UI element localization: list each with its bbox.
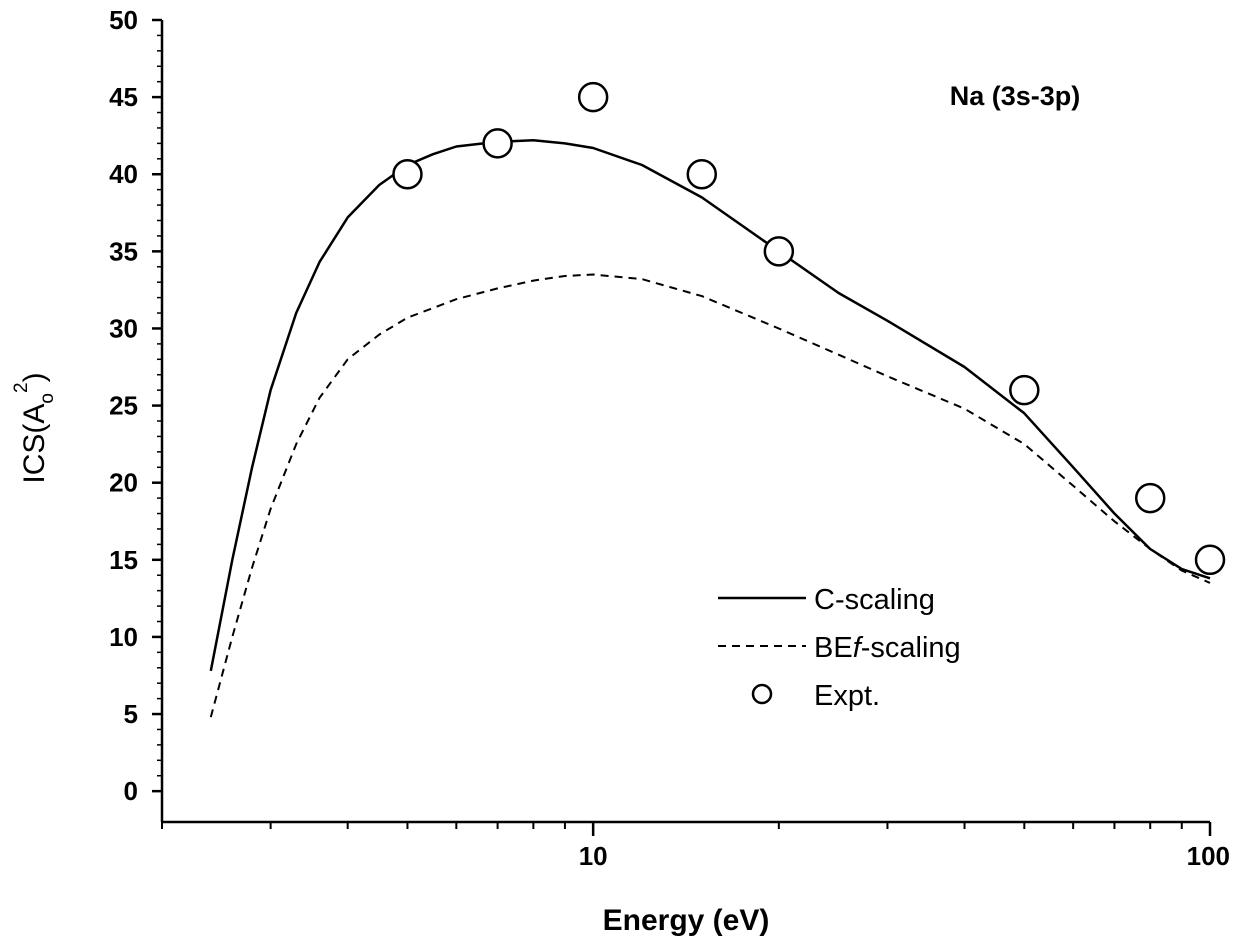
y-tick-label: 15 — [109, 545, 138, 575]
legend-label-bef-italic: f — [853, 632, 864, 664]
series-line-c-scaling — [209, 139, 1211, 672]
expt-point — [763, 236, 795, 267]
y-tick-label: 40 — [109, 159, 138, 189]
expt-point — [577, 81, 609, 113]
y-tick-label: 50 — [109, 5, 138, 35]
x-ticks: 10 100 — [161, 822, 1230, 871]
legend-marker-expt — [751, 683, 773, 705]
panel-label: Na (3s-3p) — [950, 81, 1081, 111]
x-tick-label: 10 — [579, 841, 608, 871]
series-layer — [209, 81, 1226, 718]
expt-point — [1009, 374, 1040, 406]
expt-point — [1134, 482, 1166, 514]
y-tick-label: 25 — [109, 391, 138, 421]
y-axis-title-close: ) — [18, 372, 51, 382]
y-tick-label: 0 — [124, 776, 138, 806]
y-tick-label: 10 — [109, 622, 138, 652]
expt-point — [1194, 544, 1226, 576]
legend-label-bef-scaling: BEf-scaling — [814, 632, 961, 664]
y-tick-label: 20 — [109, 468, 138, 498]
y-axis-title-subscript: o — [37, 393, 58, 404]
y-tick-label: 35 — [109, 236, 138, 266]
legend-label-bef-part1: BE — [814, 632, 853, 664]
y-tick-label: 45 — [109, 82, 138, 112]
y-ticks: 0 5 10 15 20 25 30 35 40 45 50 — [109, 5, 162, 806]
legend: C-scaling BEf-scaling Expt. — [718, 584, 961, 712]
svg-text:ICS(Ao2): ICS(Ao2) — [11, 372, 58, 483]
x-tick-label: 100 — [1187, 841, 1230, 871]
legend-label-bef-part2: -scaling — [861, 632, 961, 664]
expt-point — [392, 158, 423, 190]
legend-label-expt: Expt. — [814, 680, 880, 712]
y-axis-title: ICS(Ao2) — [11, 372, 58, 483]
y-axis-title-base: ICS(A — [18, 404, 51, 484]
expt-point — [482, 128, 513, 159]
expt-point — [686, 158, 718, 190]
series-line-bef-scaling — [209, 273, 1211, 718]
y-tick-label: 30 — [109, 313, 138, 343]
y-tick-label: 5 — [124, 699, 138, 729]
legend-label-c-scaling: C-scaling — [814, 584, 935, 616]
x-axis-title: Energy (eV) — [603, 904, 770, 937]
y-axis-title-superscript: 2 — [11, 382, 32, 393]
